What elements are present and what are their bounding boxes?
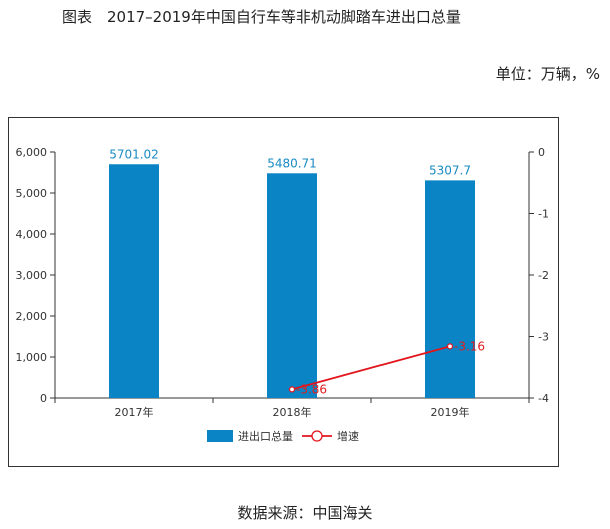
left-tick-label: 6,000 [16,146,48,159]
unit-label: 单位：万辆，% [495,65,600,83]
left-tick-label: 4,000 [16,228,48,241]
right-tick-label: -3 [538,331,549,344]
bar-data-label: 5701.02 [109,147,159,161]
x-tick-label: 2017年 [115,405,154,419]
left-tick-label: 5,000 [16,187,48,200]
x-tick-label: 2019年 [431,405,470,419]
right-tick-label: -2 [538,269,549,282]
growth-line [291,345,451,391]
right-tick-label: -1 [538,208,549,221]
bar-data-label: 5480.71 [267,156,317,170]
growth-data-label: -3.86 [296,382,327,396]
legend-line-label: 增速 [337,429,359,443]
growth-data-label: -3.16 [454,339,485,353]
source-label: 数据来源：中国海关 [237,504,373,522]
bar [425,180,475,398]
right-tick-label: 0 [538,146,545,159]
plot-frame [8,117,559,467]
legend-line-marker [311,430,323,442]
legend-bar-swatch [207,430,233,442]
left-tick-label: 0 [40,392,47,405]
bar-data-label: 5307.7 [429,163,471,177]
growth-point [288,386,296,393]
growth-point [446,343,454,350]
left-tick-label: 1,000 [16,351,48,364]
right-tick-label: -4 [538,392,549,405]
bar [109,164,159,398]
legend-bar-label: 进出口总量 [238,429,293,443]
x-tick-label: 2018年 [273,405,312,419]
left-tick-label: 3,000 [16,269,48,282]
figure-title: 图表 2017–2019年中国自行车等非机动脚踏车进出口总量 [62,8,461,26]
left-tick-label: 2,000 [16,310,48,323]
bar [267,173,317,398]
